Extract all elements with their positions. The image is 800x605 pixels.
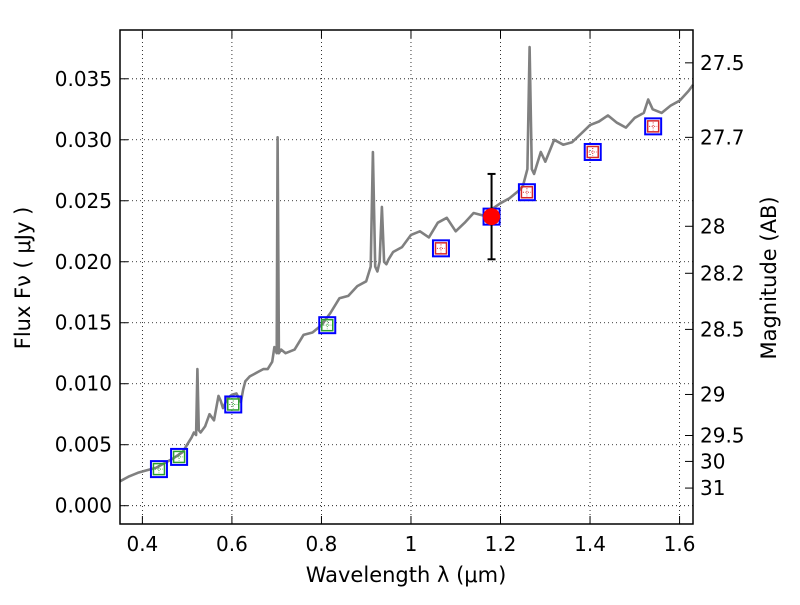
y-tick-label: 0.035	[55, 67, 112, 91]
spectrum-line	[119, 45, 695, 483]
photometry-point	[224, 395, 243, 414]
photometry-inner-square	[586, 145, 599, 159]
y2-tick-label: 29	[700, 382, 725, 406]
y-tick-label: 0.015	[55, 311, 112, 335]
y2-tick-label: 29.5	[700, 424, 745, 448]
grid	[120, 30, 693, 524]
y-tick-label: 0.005	[55, 433, 112, 457]
photometry-point	[644, 117, 663, 136]
x-tick-label: 1.2	[485, 532, 517, 556]
photometry-outer-square	[583, 142, 602, 161]
y2-tick-label: 27.5	[700, 51, 745, 75]
photometry-point	[583, 142, 602, 161]
x-tick-label: 1	[405, 532, 418, 556]
y-tick-label: 0.010	[55, 372, 112, 396]
y2-tick-label: 28	[700, 214, 725, 238]
photometry-inner-square	[172, 450, 186, 464]
y-tick-label: 0.030	[55, 128, 112, 152]
x-tick-label: 1.6	[664, 532, 696, 556]
photometry-outer-square	[224, 395, 243, 414]
photometry-outer-square	[170, 447, 189, 466]
y2-tick-label: 30	[700, 449, 725, 473]
photometry-inner-square	[434, 242, 448, 255]
photometry-series	[149, 117, 663, 479]
x-axis-label: Wavelength λ (μm)	[306, 563, 507, 587]
y2-tick-label: 28.5	[700, 317, 745, 341]
photometry-point	[431, 239, 450, 258]
photometry-point	[170, 447, 189, 466]
x-tick-label: 1.4	[574, 532, 606, 556]
y-tick-label: 0.000	[55, 494, 112, 518]
photometry-point	[318, 316, 337, 335]
measurement-point	[483, 208, 501, 226]
right-axis-label: Magnitude (AB)	[757, 196, 781, 359]
x-tick-label: 0.4	[126, 532, 158, 556]
photometry-inner-square	[227, 398, 240, 411]
photometry-outer-square	[149, 460, 168, 479]
y2-tick-label: 28.2	[700, 261, 745, 285]
spectrum-series	[119, 45, 695, 483]
y2-tick-label: 27.7	[700, 125, 745, 149]
y2-tick-label: 31	[700, 476, 725, 500]
photometry-inner-square	[152, 462, 166, 476]
measurement-series	[483, 172, 501, 261]
plot-frame	[119, 29, 694, 525]
photometry-inner-square	[520, 185, 534, 199]
photometry-inner-square	[646, 120, 660, 133]
axes: 0.4 0.6 0.8 1 1.2 1.4 1.6 0.000 0.005 0.010 0.015 0…	[55, 29, 745, 556]
photometry-outer-square	[517, 183, 536, 202]
photometry-outer-square	[318, 316, 337, 335]
photometry-point	[517, 183, 536, 202]
photometry-inner-square	[321, 318, 334, 332]
photometry-point	[149, 460, 168, 479]
y-tick-label: 0.025	[55, 189, 112, 213]
x-tick-label: 0.8	[306, 532, 338, 556]
photometry-outer-square	[644, 117, 663, 136]
y-tick-label: 0.020	[55, 250, 112, 274]
y-axis-label: Flux Fν ( μJy )	[11, 207, 35, 350]
photometry-outer-square	[431, 239, 450, 258]
x-tick-label: 0.6	[216, 532, 248, 556]
